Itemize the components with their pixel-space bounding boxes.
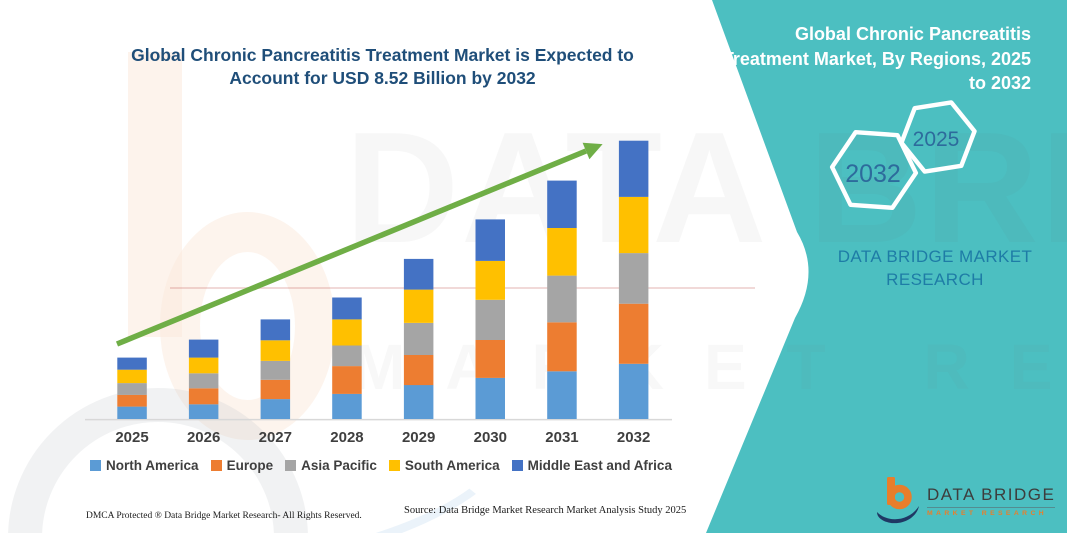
x-axis-label-2028: 2028 [330,429,364,446]
hexagon-2032 [829,130,919,210]
bar-segment-2032-north-america [618,363,649,419]
teal-panel-background [706,0,1067,533]
brand-text-line2: RESEARCH [886,270,984,289]
bar-segment-2027-europe [260,379,291,400]
bar-segment-2026-middle-east-and-africa [188,339,219,358]
logo-subtitle: MARKET RESEARCH [927,510,1048,517]
bar-segment-2029-middle-east-and-africa [403,258,434,290]
bar-segment-2029-asia-pacific [403,323,434,355]
bar-segment-2030-middle-east-and-africa [475,219,505,261]
right-panel-title-line2: Treatment Market, By Regions, 2025 [722,48,1031,69]
bar-segment-2028-south-america [332,319,362,346]
legend-item-asia-pacific: Asia Pacific [285,458,377,473]
bar-segment-2026-asia-pacific [188,373,219,389]
bar-segment-2025-middle-east-and-africa [117,357,147,370]
bar-segment-2027-north-america [260,399,291,419]
legend-item-europe: Europe [210,458,274,473]
bar-segment-2028-europe [332,366,362,394]
legend-swatch [285,460,297,471]
brand-text-line1: DATA BRIDGE MARKET [837,247,1033,266]
bar-segment-2031-asia-pacific [547,275,577,323]
trend-arrow-head [582,142,603,160]
legend-swatch [90,460,102,471]
bar-segment-2031-middle-east-and-africa [547,180,577,228]
bar-segment-2030-europe [475,340,505,378]
x-axis-label-2030: 2030 [473,429,507,446]
hexagon-2032-outline [829,130,919,210]
brand-text: DATA BRIDGE MARKET RESEARCH [770,245,1067,291]
legend-label: Asia Pacific [301,458,377,473]
trend-arrow-shaft [115,148,588,347]
legend-swatch [388,460,400,471]
logo-text-block: DATA BRIDGE MARKET RESEARCH [927,485,1056,517]
bar-segment-2031-south-america [547,227,577,276]
chart-title: Global Chronic Pancreatitis Treatment Ma… [90,44,675,90]
legend-swatch [511,460,523,471]
bar-segment-2025-north-america [117,406,147,419]
right-panel-title-line3: to 2032 [968,73,1031,93]
bar-segment-2025-asia-pacific [117,383,147,395]
legend-label: Europe [226,458,274,473]
bar-segment-2025-europe [117,394,147,407]
bar-segment-2027-middle-east-and-africa [260,319,291,341]
hexagon-2025-outline [899,100,977,174]
watermark-red-line [170,287,755,289]
chart-legend: North America Europe Asia Pacific South Ame… [81,458,681,473]
x-axis-labels: 2025 2026 2027 2028 2029 2030 2031 2032 [0,429,700,449]
right-panel-title: Global Chronic Pancreatitis Treatment Ma… [701,22,1031,96]
bar-segment-2027-south-america [260,340,291,361]
bar-segment-2028-asia-pacific [332,345,362,367]
hexagon-2025 [899,100,977,174]
x-axis-label-2031: 2031 [545,429,579,446]
legend-item-middle-east-and-africa: Middle East and Africa [511,458,672,473]
x-axis-label-2026: 2026 [186,429,221,446]
bar-segment-2032-europe [618,303,649,364]
logo-title: DATA BRIDGE [927,485,1056,504]
bar-segment-2031-europe [547,322,577,372]
x-axis-label-2032: 2032 [616,429,651,446]
chart-title-line1: Global Chronic Pancreatitis Treatment Ma… [131,45,634,65]
bar-segment-2026-south-america [188,357,219,374]
x-axis-label-2025: 2025 [115,429,149,446]
legend-item-south-america: South America [388,458,500,473]
legend-label: North America [106,458,199,473]
bar-segment-2028-north-america [332,393,362,419]
data-bridge-logo: DATA BRIDGE MARKET RESEARCH [876,476,1056,526]
bar-segment-2027-asia-pacific [260,360,291,380]
bar-segment-2030-asia-pacific [475,299,505,340]
bar-segment-2028-middle-east-and-africa [332,297,362,320]
bar-segment-2025-south-america [117,369,147,384]
legend-swatch [210,460,222,471]
bar-segment-2029-europe [403,355,434,386]
watermark-text-marketresearch: MARKET RESEARCH [352,331,1067,403]
bar-segment-2030-south-america [475,260,505,300]
bar-segment-2029-south-america [403,289,434,323]
watermark-text-databridge: DATA BRIDGE [345,100,1067,276]
right-panel-title-line1: Global Chronic Pancreatitis [794,24,1031,44]
legend-label: Middle East and Africa [527,458,672,473]
bar-segment-2026-north-america [188,404,219,419]
bar-segment-2032-south-america [618,196,649,254]
legend-label: South America [404,458,500,473]
bar-segment-2032-asia-pacific [618,253,649,304]
logo-divider [927,507,1056,508]
bar-segment-2030-north-america [475,377,505,419]
legend-item-north-america: North America [90,458,199,473]
hexagon-2032-label: 2032 [845,160,901,188]
bar-segment-2032-middle-east-and-africa [618,140,649,197]
bar-segment-2031-north-america [547,371,577,419]
bar-segment-2029-north-america [403,385,434,419]
x-axis-label-2029: 2029 [401,429,436,446]
footer-source: Source: Data Bridge Market Research Mark… [404,505,687,516]
data-bridge-logo-icon [877,477,919,524]
bar-segment-2026-europe [188,388,219,405]
hexagon-2025-label: 2025 [913,128,960,151]
footer-dmca: DMCA Protected ® Data Bridge Market Rese… [86,511,362,521]
x-axis-label-2027: 2027 [258,429,292,446]
chart-title-line2: Account for USD 8.52 Billion by 2032 [229,68,536,88]
